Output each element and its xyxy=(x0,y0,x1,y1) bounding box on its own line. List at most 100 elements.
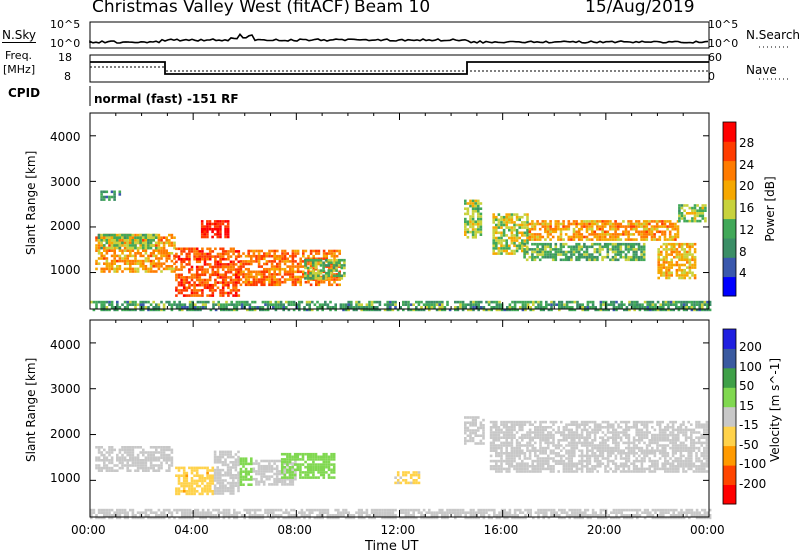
heatmap-cell-velocity xyxy=(407,471,410,474)
heatmap-cell-velocity xyxy=(640,449,644,452)
heatmap-cell-velocity xyxy=(664,470,667,473)
heatmap-cell-power xyxy=(601,248,604,251)
heatmap-cell-power xyxy=(510,218,514,222)
heatmap-cell-power xyxy=(152,252,155,255)
heatmap-cell-velocity xyxy=(108,459,111,462)
heatmap-cell-power xyxy=(538,242,542,246)
heatmap-cell-power xyxy=(190,291,194,295)
heatmap-cell-power xyxy=(701,209,705,212)
heatmap-cell-power xyxy=(601,233,604,236)
heatmap-cell-power xyxy=(585,248,589,251)
heatmap-cell-velocity xyxy=(165,461,168,465)
heatmap-cell-power xyxy=(572,253,576,256)
heatmap-cell-velocity xyxy=(531,423,534,426)
heatmap-cell-power xyxy=(632,238,636,241)
heatmap-cell-velocity xyxy=(211,479,215,483)
heatmap-cell-power xyxy=(539,308,543,312)
heatmap-cell-power xyxy=(232,286,235,290)
heatmap-cell-velocity xyxy=(674,459,677,463)
heatmap-cell-velocity xyxy=(625,436,628,439)
heatmap-cell-velocity xyxy=(526,465,529,468)
heatmap-cell-velocity xyxy=(293,458,297,461)
heatmap-cell-power xyxy=(480,306,483,309)
heatmap-cell-velocity xyxy=(482,426,485,430)
heatmap-cell-power xyxy=(567,238,571,241)
heatmap-cell-velocity xyxy=(549,433,553,437)
heatmap-cell-power xyxy=(234,257,238,261)
heatmap-cell-power xyxy=(182,276,186,279)
heatmap-cell-velocity xyxy=(314,476,318,479)
heatmap-cell-velocity xyxy=(242,457,245,460)
heatmap-cell-power xyxy=(666,220,669,223)
heatmap-cell-power xyxy=(214,273,217,277)
heatmap-cell-power xyxy=(539,306,543,309)
heatmap-cell-velocity xyxy=(695,420,698,424)
heatmap-cell-velocity xyxy=(513,459,516,463)
heatmap-cell-power xyxy=(562,220,565,223)
heatmap-cell-power xyxy=(211,268,215,271)
heatmap-cell-velocity xyxy=(541,465,545,468)
heatmap-cell-power xyxy=(265,262,269,266)
heatmap-cell-power xyxy=(196,308,200,312)
heatmap-cell-power xyxy=(232,252,235,256)
heatmap-cell-velocity xyxy=(632,467,636,471)
heatmap-cell-power xyxy=(673,245,676,249)
heatmap-cell-power xyxy=(335,254,339,258)
heatmap-cell-velocity xyxy=(505,457,508,460)
heatmap-cell-power xyxy=(544,245,547,249)
heatmap-cell-power xyxy=(688,300,691,304)
heatmap-cell-power xyxy=(559,258,563,262)
heatmap-cell-power xyxy=(567,245,571,249)
heatmap-cell-power xyxy=(229,281,233,284)
heatmap-cell-power xyxy=(435,303,439,306)
heatmap-cell-power xyxy=(170,306,174,309)
heatmap-cell-velocity xyxy=(294,459,297,463)
heatmap-cell-velocity xyxy=(552,452,555,455)
heatmap-cell-velocity xyxy=(666,436,670,439)
heatmap-cell-power xyxy=(268,273,271,276)
heatmap-cell-power xyxy=(315,249,318,253)
heatmap-cell-velocity xyxy=(580,436,584,439)
heatmap-cell-power xyxy=(519,306,522,309)
heatmap-cell-power xyxy=(113,252,116,255)
heatmap-cell-power xyxy=(324,303,327,306)
heatmap-cell-power xyxy=(203,286,207,290)
heatmap-cell-power xyxy=(704,209,707,212)
heatmap-cell-power xyxy=(584,306,587,309)
heatmap-cell-velocity xyxy=(549,449,553,452)
heatmap-cell-power xyxy=(683,253,686,256)
heatmap-cell-velocity xyxy=(534,467,537,471)
heatmap-cell-velocity xyxy=(526,433,529,437)
heatmap-cell-velocity xyxy=(591,420,594,424)
heatmap-cell-velocity xyxy=(268,475,271,478)
heatmap-cell-power xyxy=(546,245,550,249)
heatmap-cell-velocity xyxy=(604,420,607,424)
heatmap-cell-power xyxy=(144,249,148,252)
heatmap-cell-power xyxy=(190,294,194,297)
heatmap-cell-power xyxy=(324,274,328,278)
heatmap-cell-velocity xyxy=(327,460,331,464)
heatmap-cell-velocity xyxy=(190,479,194,483)
heatmap-cell-power xyxy=(663,238,667,241)
heatmap-cell-velocity xyxy=(630,449,633,452)
heatmap-cell-power xyxy=(335,278,339,281)
heatmap-cell-velocity xyxy=(695,452,698,455)
heatmap-cell-power xyxy=(103,308,106,312)
heatmap-cell-velocity xyxy=(495,467,498,471)
heatmap-cell-power xyxy=(316,306,319,309)
heatmap-cell-power xyxy=(190,247,194,251)
heatmap-cell-velocity xyxy=(327,455,331,459)
heatmap-cell-power xyxy=(575,233,578,236)
heatmap-cell-power xyxy=(188,283,191,287)
heatmap-cell-power xyxy=(637,222,641,226)
heatmap-cell-power xyxy=(701,204,705,207)
heatmap-cell-power xyxy=(95,306,98,309)
heatmap-cell-power xyxy=(168,303,171,306)
heatmap-cell-velocity xyxy=(255,472,258,476)
heatmap-cell-power xyxy=(303,308,306,312)
heatmap-cell-velocity xyxy=(552,439,555,442)
heatmap-cell-velocity xyxy=(232,489,235,493)
heatmap-cell-power xyxy=(211,230,214,234)
heatmap-cell-power xyxy=(654,308,657,312)
heatmap-cell-power xyxy=(529,300,532,304)
